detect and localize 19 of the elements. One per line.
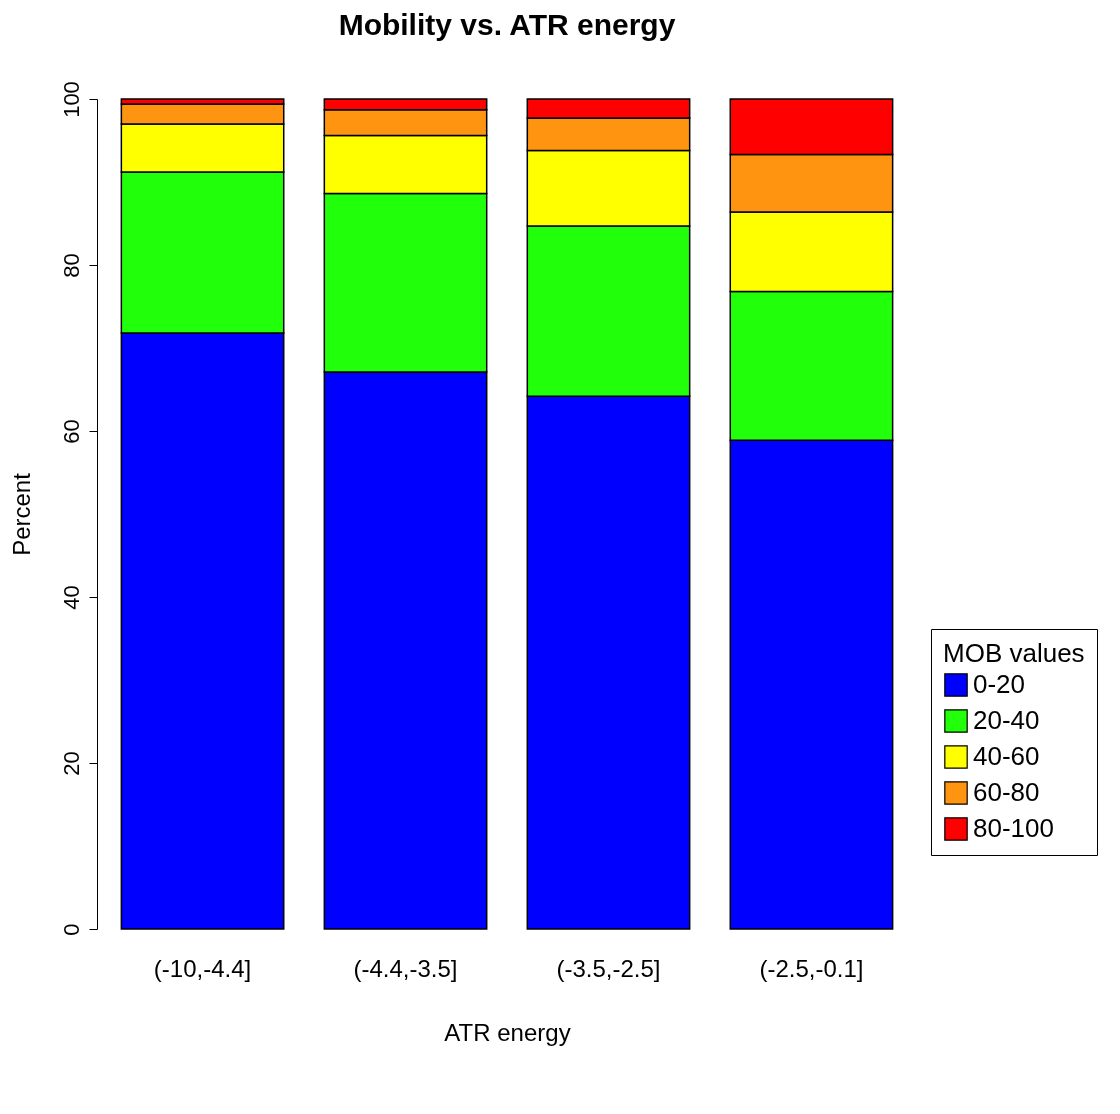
x-tick-label: (-10,-4.4] xyxy=(153,954,252,982)
y-tick-label: 40 xyxy=(58,585,84,610)
x-axis-title: ATR energy xyxy=(444,1018,571,1046)
x-tick-label: (-4.4,-3.5] xyxy=(353,954,458,982)
y-tick-label: 100 xyxy=(58,81,84,118)
y-tick-label: 60 xyxy=(58,419,84,444)
legend-label: 0-20 xyxy=(973,669,1026,699)
legend-label: 60-80 xyxy=(973,777,1040,807)
legend-label: 80-100 xyxy=(973,813,1054,843)
x-tick-label: (-2.5,-0.1] xyxy=(759,954,864,982)
chart-title: Mobility vs. ATR energy xyxy=(338,7,676,41)
y-tick-label: 80 xyxy=(58,253,84,278)
legend-label: 40-60 xyxy=(973,741,1040,771)
x-tick-label: (-3.5,-2.5] xyxy=(556,954,661,982)
y-tick-label: 0 xyxy=(58,923,84,936)
y-axis-title: Percent xyxy=(7,472,35,556)
y-tick-label: 20 xyxy=(58,751,84,776)
legend-title: MOB values xyxy=(943,638,1085,668)
legend-label: 20-40 xyxy=(973,705,1040,735)
